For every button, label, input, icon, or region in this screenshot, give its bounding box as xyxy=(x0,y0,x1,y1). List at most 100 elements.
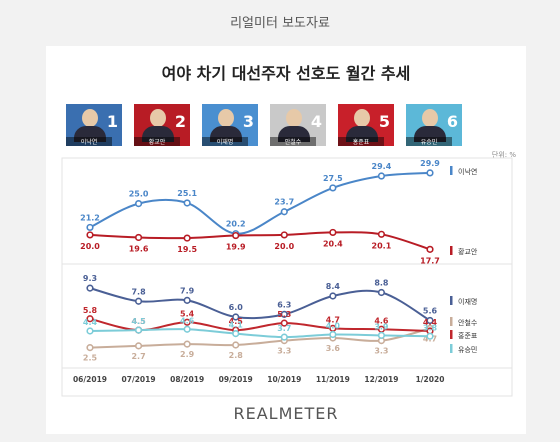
candidate-card: 1 이낙연 xyxy=(66,104,122,146)
portrait-head-icon xyxy=(354,109,370,127)
portrait-head-icon xyxy=(422,109,438,127)
candidate-photo xyxy=(338,104,394,146)
portrait-body-icon xyxy=(142,126,174,142)
chart-title: 여야 차기 대선주자 선호도 월간 추세 xyxy=(161,64,411,83)
data-point xyxy=(232,231,240,240)
data-label: 6.0 xyxy=(229,303,244,312)
candidate-number: 6 xyxy=(446,112,458,131)
x-tick-label: 12/2019 xyxy=(364,375,398,384)
candidate-number: 3 xyxy=(242,112,254,131)
candidate-name: 이낙연 xyxy=(66,137,112,146)
candidate-photo xyxy=(270,104,326,146)
data-point xyxy=(329,228,337,237)
data-point xyxy=(280,319,288,327)
x-tick-label: 06/2019 xyxy=(73,375,107,384)
data-label: 7.8 xyxy=(131,287,146,296)
candidate-number: 2 xyxy=(174,112,186,131)
x-tick-label: 1/2020 xyxy=(416,375,445,384)
data-label: 2.7 xyxy=(131,352,145,361)
data-label: 5.6 xyxy=(423,307,438,316)
data-label: 20.0 xyxy=(274,242,294,251)
data-label: 2.9 xyxy=(180,350,195,359)
portrait-body-icon xyxy=(74,126,106,142)
portrait-head-icon xyxy=(218,109,234,127)
x-tick-label: 09/2019 xyxy=(219,375,253,384)
x-tick-label: 10/2019 xyxy=(267,375,301,384)
data-label: 3.7 xyxy=(277,324,291,333)
legend-label: 홍준표 xyxy=(458,331,478,340)
legend-marker xyxy=(450,344,453,353)
data-label: 3.9 xyxy=(374,322,389,331)
legend-label: 황교안 xyxy=(458,247,478,256)
candidate-card: 2 황교안 xyxy=(134,104,190,146)
data-label: 7.9 xyxy=(180,286,195,295)
trend-chart: 21.2 25.0 25.1 20.2 23.7 27.5 29.4 29.9 이낙연 20.0 1… xyxy=(61,157,513,397)
data-label: 4.4 xyxy=(423,318,438,327)
data-label: 6.3 xyxy=(277,300,291,309)
data-label: 19.5 xyxy=(177,245,197,254)
data-label: 4.5 xyxy=(131,317,146,326)
candidate-photo xyxy=(406,104,462,146)
data-label: 5.4 xyxy=(180,309,195,318)
data-point xyxy=(134,342,143,350)
data-point xyxy=(280,310,288,318)
data-point xyxy=(134,200,143,208)
data-label: 4.6 xyxy=(180,316,195,325)
data-label: 9.3 xyxy=(83,274,97,283)
candidate-name: 이재명 xyxy=(202,137,248,146)
chart-card: 여야 차기 대선주자 선호도 월간 추세 1 이낙연 2 황교안 3 이재명 4 안철수 5 홍준… xyxy=(46,46,526,434)
x-tick-label: 08/2019 xyxy=(170,375,204,384)
data-label: 4.0 xyxy=(326,322,341,331)
data-label: 17.7 xyxy=(420,256,440,265)
data-label: 4.7 xyxy=(326,315,340,324)
candidate-card: 5 홍준표 xyxy=(338,104,394,146)
data-point xyxy=(280,231,288,239)
x-tick-label: 07/2019 xyxy=(122,375,156,384)
data-label: 27.5 xyxy=(323,174,343,183)
data-point xyxy=(280,333,288,341)
data-point xyxy=(183,296,191,304)
data-label: 5.8 xyxy=(83,306,98,315)
portrait-head-icon xyxy=(286,109,302,127)
data-label: 8.8 xyxy=(374,279,389,288)
data-point xyxy=(134,233,143,242)
data-point xyxy=(426,245,434,253)
legend-marker xyxy=(450,330,453,339)
candidate-card: 4 안철수 xyxy=(270,104,326,146)
data-label: 4.5 xyxy=(229,317,244,326)
legend-label: 안철수 xyxy=(458,318,478,327)
data-point xyxy=(86,231,94,239)
data-label: 4.1 xyxy=(229,321,244,330)
data-label: 19.6 xyxy=(129,244,149,253)
legend-marker xyxy=(450,317,453,326)
data-point xyxy=(232,313,240,321)
candidate-number: 5 xyxy=(378,112,390,131)
data-label: 3.3 xyxy=(277,347,291,356)
legend-label: 이낙연 xyxy=(458,167,477,176)
data-point xyxy=(426,332,434,340)
data-label: 21.2 xyxy=(80,213,100,222)
candidate-photo xyxy=(202,104,258,146)
data-label: 20.0 xyxy=(80,242,100,251)
data-point xyxy=(134,297,143,305)
data-label: 25.0 xyxy=(129,190,149,199)
data-point xyxy=(86,327,94,335)
data-point xyxy=(86,223,94,232)
series-line xyxy=(89,287,431,322)
data-point xyxy=(426,316,434,325)
candidate-name: 홍준표 xyxy=(338,137,384,146)
portrait-body-icon xyxy=(414,126,446,142)
portrait-body-icon xyxy=(210,126,242,142)
candidate-number: 1 xyxy=(106,112,118,131)
data-point xyxy=(280,208,288,216)
data-label: 3.3 xyxy=(374,347,388,356)
data-label: 20.4 xyxy=(323,239,343,248)
candidate-photo xyxy=(66,104,122,146)
data-label: 25.1 xyxy=(177,189,197,198)
legend-label: 유승민 xyxy=(458,345,477,354)
data-label: 4.6 xyxy=(374,316,389,325)
plot-frame xyxy=(61,157,513,397)
data-point xyxy=(232,330,240,338)
series-line xyxy=(89,328,431,339)
